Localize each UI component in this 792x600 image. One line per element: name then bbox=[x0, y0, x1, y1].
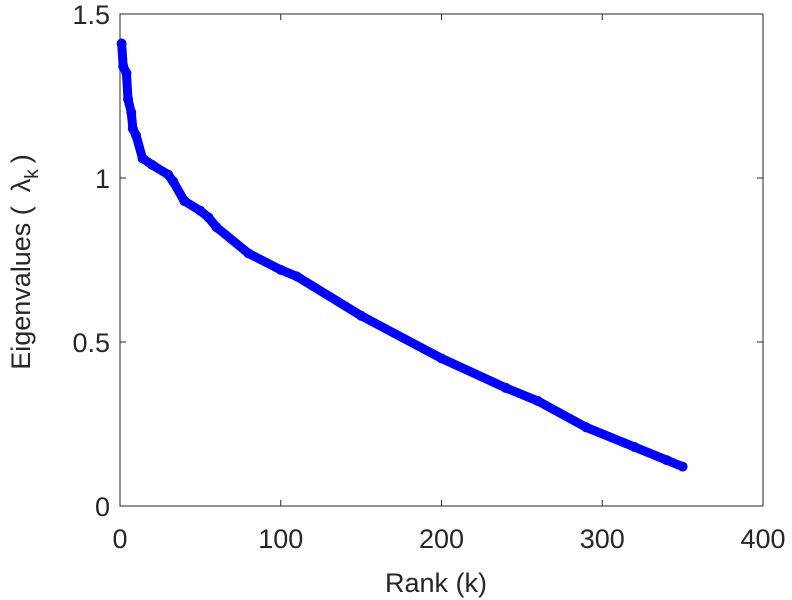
data-point bbox=[356, 310, 367, 321]
x-tick-label: 0 bbox=[112, 524, 127, 554]
y-label-subscript: k bbox=[22, 169, 43, 179]
data-point bbox=[436, 353, 447, 364]
data-point bbox=[532, 396, 543, 407]
y-tick-label: 0.5 bbox=[72, 328, 110, 358]
data-point bbox=[179, 195, 190, 206]
y-label-suffix: ) bbox=[6, 154, 36, 163]
data-point bbox=[137, 153, 148, 164]
data-point bbox=[211, 222, 222, 233]
y-label-lambda: λ bbox=[6, 178, 36, 192]
data-point bbox=[275, 264, 286, 275]
data-point bbox=[131, 130, 142, 141]
data-point bbox=[581, 422, 592, 433]
data-point bbox=[203, 212, 214, 223]
data-point bbox=[147, 159, 158, 170]
plot-box bbox=[119, 13, 764, 507]
x-tick-label: 400 bbox=[740, 524, 785, 554]
data-point bbox=[677, 461, 688, 472]
data-point bbox=[291, 271, 302, 282]
x-tick-label: 100 bbox=[258, 524, 303, 554]
data-point bbox=[243, 248, 254, 259]
y-tick-label: 1 bbox=[95, 164, 110, 194]
y-tick-label: 0 bbox=[95, 492, 110, 522]
series-line bbox=[117, 39, 688, 472]
x-tick-label: 200 bbox=[419, 524, 464, 554]
x-tick-label: 300 bbox=[580, 524, 625, 554]
data-point bbox=[168, 176, 179, 187]
data-point bbox=[661, 455, 672, 466]
y-label-prefix: Eigenvalues ( bbox=[6, 206, 36, 370]
data-point bbox=[500, 382, 511, 393]
data-point bbox=[126, 107, 137, 118]
data-point bbox=[121, 68, 132, 79]
x-axis-label: Rank (k) bbox=[385, 568, 487, 598]
data-point bbox=[629, 441, 640, 452]
y-tick-label: 1.5 bbox=[72, 0, 110, 30]
data-point bbox=[116, 38, 127, 49]
data-point bbox=[195, 205, 206, 216]
data-point bbox=[123, 94, 134, 105]
y-axis-label: Eigenvalues ( λk) bbox=[6, 154, 43, 370]
